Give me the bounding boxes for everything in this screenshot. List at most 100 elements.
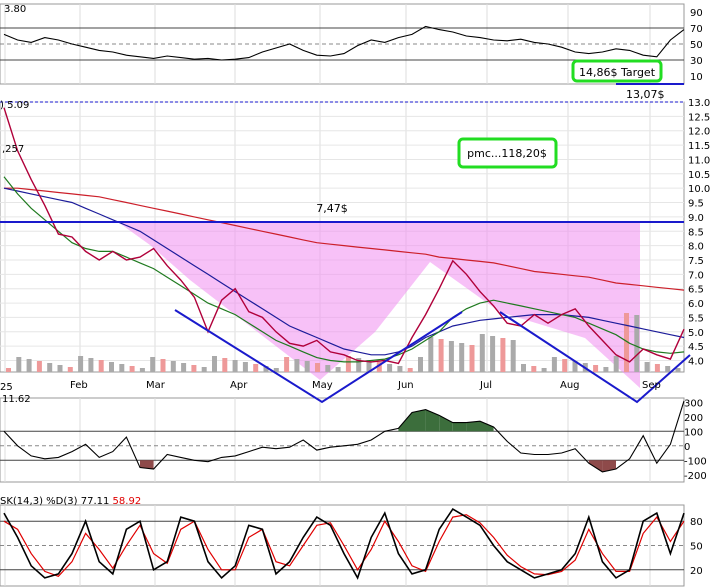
price-tick-label: 7.5 [688, 256, 704, 267]
volume-bar [181, 363, 187, 372]
volume-bar [654, 364, 660, 372]
price-line [3, 107, 685, 365]
volume-bar [562, 359, 568, 372]
price-tick-label: 9.0 [688, 213, 704, 224]
price-tick-label: 5.5 [688, 313, 704, 324]
volume-bar [201, 367, 207, 372]
price-tick-label: 12.5 [688, 112, 710, 123]
price-tick-label: 9.5 [688, 199, 704, 210]
volume-bar [675, 368, 681, 372]
volume-bar [36, 361, 42, 372]
volume-bar [253, 364, 259, 372]
volume-bar [47, 363, 53, 372]
volume-bar [459, 343, 465, 372]
month-tick-label: Sep [642, 380, 661, 391]
cci-tick-label: 100 [684, 427, 703, 438]
cci-tick-label: -200 [684, 471, 707, 482]
volume-bar [6, 368, 11, 372]
rsi-tick-label: 10 [690, 72, 703, 83]
stoch-d-value: 58.92 [113, 496, 142, 507]
volume-bar [88, 358, 94, 372]
cci-fill-positive [466, 421, 480, 432]
stoch-tick-label: 80 [690, 517, 703, 528]
volume-bar [78, 356, 84, 372]
volume-bar [438, 339, 444, 372]
price-tick-label: 12.0 [688, 127, 710, 138]
cci-fill-positive [480, 421, 494, 432]
cci-fill-positive [439, 415, 453, 432]
cci-frame [0, 397, 685, 483]
month-tick-label: Mar [146, 380, 166, 391]
volume-bar [397, 366, 403, 372]
volume-bar [160, 359, 166, 372]
volume-bar [273, 368, 279, 372]
rsi-tick-label: 50 [690, 40, 703, 51]
price-tick-label: 13.0 [688, 98, 710, 109]
volume-bar [139, 368, 145, 372]
volume-bar [232, 360, 238, 372]
ma-value: ,257 [2, 144, 24, 155]
volume-bar [16, 357, 22, 372]
volume-bar [57, 365, 63, 372]
volume-bar [26, 359, 32, 372]
cci-line [3, 400, 685, 473]
pattern-fill-shape [118, 222, 640, 388]
volume-bar [479, 334, 485, 372]
volume-bar [644, 362, 650, 372]
price-tick-label: 11.0 [688, 155, 710, 166]
volume-bar [490, 336, 496, 372]
cci-tick-label: 300 [684, 398, 703, 409]
target-box [571, 59, 663, 83]
volume-bar [335, 367, 341, 372]
rsi-tick-label: 90 [690, 8, 703, 19]
month-tick-label: Apr [230, 380, 248, 391]
volume-bar [603, 367, 609, 372]
cci-fill-positive [412, 409, 426, 432]
pmc-box [457, 137, 558, 169]
rsi-tick-label: 30 [690, 56, 703, 67]
volume-bar [448, 341, 454, 372]
pmc-label: pmc...118,20$ [467, 147, 547, 160]
cci-fill-negative [588, 460, 603, 472]
price-tick-label: 4.5 [688, 342, 704, 353]
pattern-fill [118, 222, 640, 388]
price-tick-label: 11.5 [688, 141, 710, 152]
price-tick-label: 6.5 [688, 285, 704, 296]
target-label: 14,86$ Target [579, 66, 656, 79]
volume-bar [418, 357, 423, 372]
month-tick-label: Jul [479, 380, 492, 391]
price-value: ) 5.09 [0, 100, 29, 111]
volume-bar [428, 337, 434, 372]
rsi-line [3, 25, 685, 61]
volume-bar [469, 345, 475, 372]
price-tick-label: 6.0 [688, 299, 704, 310]
indicator-lines [3, 25, 685, 580]
stoch-tick-label: 50 [690, 542, 703, 553]
cci-tick-label: 200 [684, 413, 703, 424]
cci-fill-negative [602, 460, 616, 472]
volume-bar [191, 365, 197, 372]
stoch-k-line [3, 508, 685, 580]
cci-tick-label: 0 [684, 442, 690, 453]
axis-ticks: 90 70 50 30 10 13.0 12.5 12.0 11.5 11.0 10.5 10.0 9.… [70, 8, 710, 577]
volume-bar [222, 358, 228, 372]
price-tick-label: 4.0 [688, 357, 704, 368]
target-low-label: 13,07$ [626, 88, 665, 101]
volume-bar [98, 360, 104, 372]
volume-bar [521, 364, 526, 372]
volume-bar [387, 364, 393, 372]
volume-bar [263, 366, 269, 372]
volume-bar [284, 357, 290, 372]
stoch-prefix: SK(14,3) %D(3) [0, 496, 78, 507]
v-pattern-left [174, 309, 463, 404]
stoch-label: SK(14,3) %D(3) 77.11 58.92 [0, 496, 141, 507]
volume-bar [541, 368, 547, 372]
cci-tick-label: -100 [684, 456, 707, 467]
volume-bar [294, 359, 300, 372]
stoch-frame [0, 504, 685, 587]
v-pattern-right [499, 311, 691, 404]
volume-bar [109, 362, 114, 372]
volume-bar [212, 356, 217, 372]
volume-bar [345, 356, 351, 372]
price-tick-label: 10.0 [688, 184, 710, 195]
